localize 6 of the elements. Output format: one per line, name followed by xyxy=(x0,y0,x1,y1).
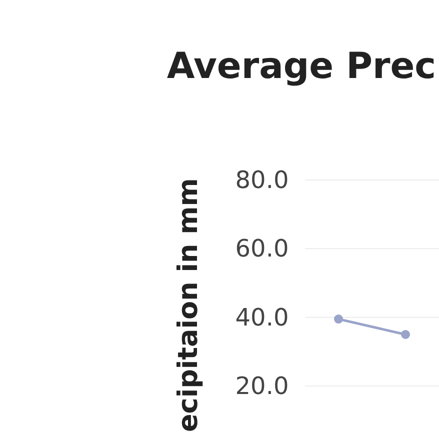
y-tick-label: 80.0 xyxy=(235,166,289,194)
y-axis-title: ecipitaion in mm xyxy=(173,178,204,432)
y-tick-label: 60.0 xyxy=(235,234,289,263)
y-tick-label: 20.0 xyxy=(235,372,289,400)
chart-title: Average Prec xyxy=(166,46,436,87)
y-tick-label: 40.0 xyxy=(235,303,289,332)
